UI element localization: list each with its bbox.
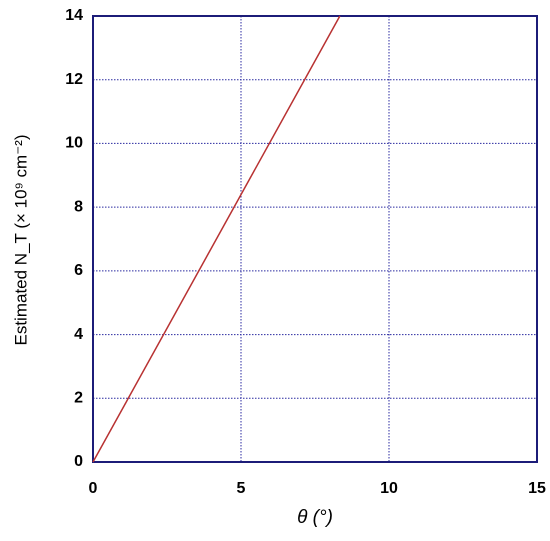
y-tick-label: 10 [65,135,83,152]
data-line [92,15,341,463]
y-tick-label: 8 [74,198,83,215]
x-tick-label: 15 [528,480,546,497]
x-tick-label: 5 [237,480,246,497]
x-tick-label: 0 [89,480,98,497]
y-tick-label: 0 [74,453,83,470]
plot-frame [92,15,538,463]
y-tick-label: 2 [74,390,83,407]
y-tick-label: 14 [65,7,83,24]
y-axis-label: Estimated N_T (× 10⁹ cm⁻²) [11,134,30,345]
y-tick-label: 6 [74,262,83,279]
y-tick-label: 4 [74,326,83,343]
x-axis-label: θ (°) [297,507,333,528]
x-tick-label: 10 [380,480,398,497]
y-tick-label: 12 [65,71,83,88]
